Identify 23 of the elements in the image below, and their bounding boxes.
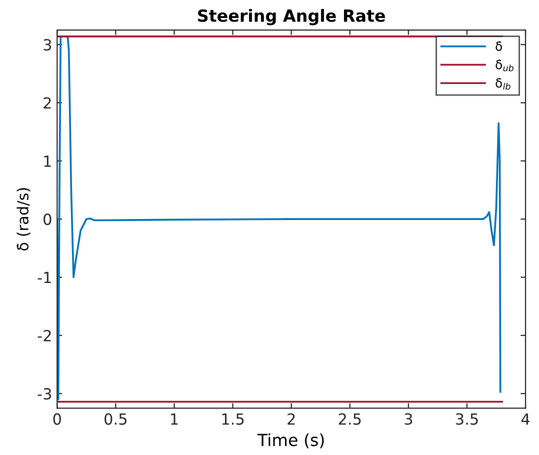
x-tick-label: 3.5	[456, 413, 478, 425]
legend-label: δ̇$_{ub}$	[496, 60, 514, 72]
y-tick-label: -3	[38, 388, 52, 400]
y-tick-label: -2	[38, 330, 51, 342]
y-tick-label: -1	[38, 272, 51, 284]
y-tick-label: 1	[44, 156, 51, 167]
legend-label: δ̇$_{lb}$	[496, 78, 510, 90]
x-tick-label: 1.5	[222, 413, 244, 425]
x-axis-title: Time (s)	[257, 433, 324, 448]
x-tick-label: 2	[288, 413, 295, 425]
line-series	[57, 36, 502, 400]
chart-title: Steering Angle Rate	[198, 9, 386, 26]
x-tick-label: 2.5	[338, 413, 361, 425]
y-tick-label: 3	[44, 39, 52, 51]
legend-label: δ̇	[496, 41, 502, 51]
x-tick-label: 1	[171, 413, 178, 425]
x-tick-label: 4	[521, 413, 530, 425]
y-tick-label: 0	[44, 214, 52, 226]
y-tick-label: 2	[44, 97, 51, 109]
y-axis-title: δ̇ (rad/s)	[16, 188, 30, 251]
x-tick-label: 3	[404, 413, 412, 425]
x-tick-label: 0	[53, 413, 61, 425]
x-tick-label: 0.5	[104, 413, 126, 425]
